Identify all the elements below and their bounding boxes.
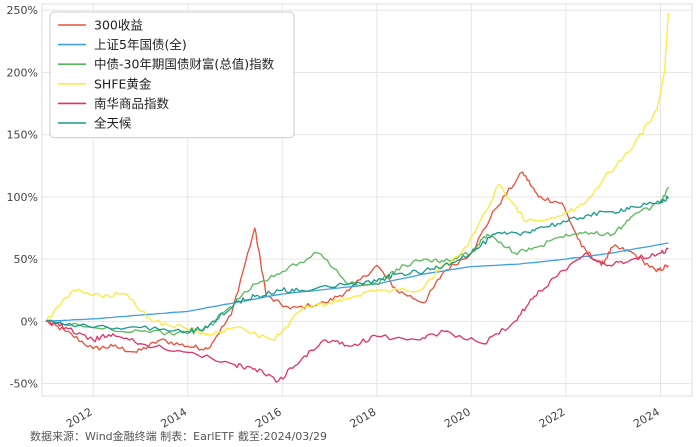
x-tick-label: 2016: [253, 405, 284, 430]
series-line: [45, 171, 669, 354]
series-line: [45, 195, 669, 334]
x-tick-label: 2020: [442, 405, 473, 430]
legend-label: 300收益: [94, 18, 143, 33]
legend-box: [49, 11, 295, 139]
legend-label: SHFE黄金: [94, 76, 152, 91]
legend-label: 全天候: [94, 116, 132, 131]
y-tick-label: 250%: [7, 4, 38, 17]
x-tick-label: 2024: [631, 405, 662, 430]
legend-label: 中债-30年期国债财富(总值)指数: [94, 57, 275, 72]
x-axis: 2012 2014 2016 2018 2020 2022 2024: [64, 405, 662, 430]
series-line: [45, 12, 670, 341]
y-tick-label: 0%: [21, 315, 38, 328]
legend-label: 南华商品指数: [94, 96, 170, 111]
series-line: [45, 247, 669, 383]
x-tick-label: 2012: [64, 405, 95, 430]
y-tick-label: 200%: [7, 66, 38, 79]
source-note: 数据来源：Wind金融终端 制表：EarlETF 截至:2024/03/29: [30, 430, 328, 443]
legend-label: 上证5年国债(全): [94, 37, 187, 52]
series-line: [45, 242, 669, 322]
y-tick-label: 50%: [14, 253, 38, 266]
y-tick-label: -50%: [10, 378, 38, 391]
y-tick-label: 100%: [7, 191, 38, 204]
x-tick-label: 2018: [348, 405, 379, 430]
series-lines: [45, 12, 670, 383]
y-axis: -50% 0% 50% 100% 150% 200% 250%: [7, 4, 38, 390]
plot-frame: [41, 3, 693, 397]
y-tick-label: 150%: [7, 129, 38, 142]
x-tick-label: 2014: [159, 405, 190, 430]
x-tick-label: 2022: [537, 405, 568, 430]
